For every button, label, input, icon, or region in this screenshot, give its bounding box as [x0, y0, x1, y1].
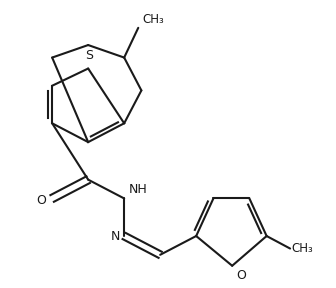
Text: O: O	[37, 194, 46, 206]
Text: CH₃: CH₃	[292, 242, 313, 255]
Text: CH₃: CH₃	[142, 13, 164, 26]
Text: O: O	[236, 269, 246, 282]
Text: NH: NH	[129, 183, 148, 196]
Text: N: N	[111, 230, 120, 243]
Text: S: S	[85, 49, 93, 62]
